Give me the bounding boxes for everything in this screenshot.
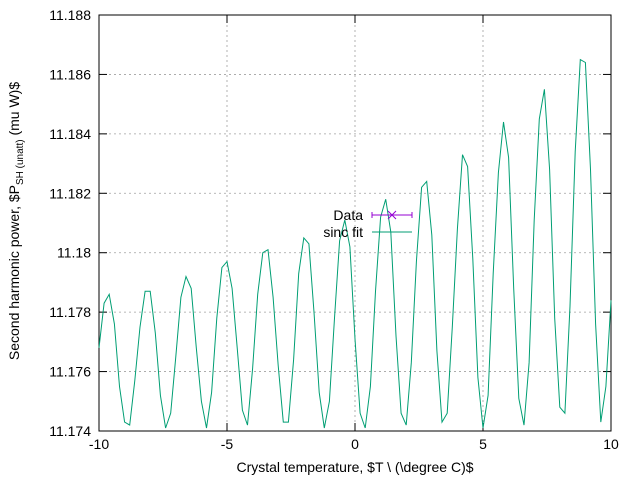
x-tick-label: -5	[221, 436, 234, 452]
legend-label-data: Data	[333, 207, 363, 223]
x-axis-label: Crystal temperature, $T \ (\degree C)$	[236, 459, 473, 475]
legend: Data sinc fit	[323, 207, 413, 240]
y-tick-label: 11.176	[49, 364, 91, 380]
series-layer	[98, 58, 612, 429]
y-tick-label: 11.18	[57, 245, 91, 261]
x-tick-label: 0	[351, 436, 359, 452]
series-sinc-fit-line	[98, 58, 612, 429]
y-axis-label-pre: Second harmonic power, $P	[6, 185, 22, 360]
y-tick-label: 11.188	[49, 7, 91, 23]
y-tick-label: 11.184	[49, 126, 91, 142]
legend-label-sinc-fit: sinc fit	[323, 224, 363, 240]
x-tick-label: -10	[89, 436, 109, 452]
legend-symbol-data	[371, 210, 413, 220]
y-tick-label: 11.182	[49, 185, 91, 201]
x-axis: -10 -5 0 5 10	[89, 15, 619, 452]
y-tick-label: 11.186	[49, 66, 91, 82]
grid	[99, 15, 611, 431]
x-tick-label: 5	[479, 436, 487, 452]
x-tick-label: 10	[603, 436, 619, 452]
y-axis: 11.174 11.176 11.178 11.18 11.182 11.184 11.18…	[49, 7, 611, 439]
y-axis-label-post: (mu W)$	[6, 82, 22, 140]
y-tick-label: 11.174	[49, 423, 91, 439]
y-axis-label: Second harmonic power, $PSH (unatt) (mu …	[6, 82, 26, 360]
y-tick-label: 11.178	[49, 304, 91, 320]
y-axis-label-sub: SH (unatt)	[15, 139, 26, 185]
